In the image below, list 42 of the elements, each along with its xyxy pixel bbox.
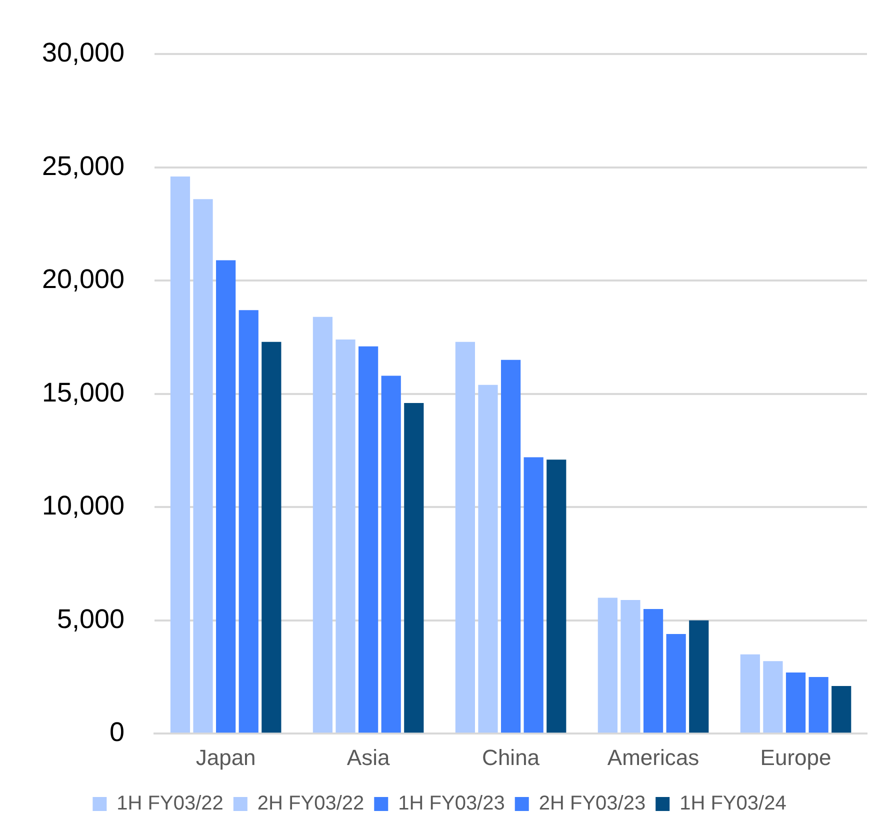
bar [455,342,475,733]
x-tick-label: Europe [760,744,832,770]
legend-label: 2H FY03/22 [257,792,364,815]
bar [312,316,333,733]
x-tick-label: Asia [346,744,390,770]
bar [216,260,236,733]
bar [404,402,424,733]
legend-label: 1H FY03/22 [116,792,224,815]
bar [832,686,852,733]
bar [262,342,282,733]
bar [500,360,521,733]
bar [193,199,213,733]
bar [763,661,783,733]
bar [170,176,190,733]
bar [666,634,686,733]
y-tick-label: 30,000 [42,38,125,68]
bar [620,600,640,733]
y-tick-label: 15,000 [42,377,125,408]
bar [238,310,258,733]
legend-label: 2H FY03/23 [538,792,646,815]
bar [336,340,356,733]
y-tick-label: 0 [110,717,125,748]
bar [598,598,618,733]
y-tick-label: 10,000 [42,490,125,521]
bar [740,654,760,733]
bar [643,609,664,733]
bar [478,384,498,733]
x-tick-label: Americas [607,744,700,770]
legend-label: 1H FY03/23 [398,792,505,815]
bar [808,676,828,733]
bar [381,376,401,733]
bar [524,457,544,733]
bar [786,672,806,733]
legend-label: 1H FY03/24 [680,792,786,815]
bar [689,620,709,733]
y-tick-label: 25,000 [42,150,125,181]
bar [358,346,378,733]
x-tick-label: China [482,744,540,770]
y-tick-label: 20,000 [42,264,125,294]
bar [546,460,566,733]
x-tick-label: Japan [196,744,256,770]
y-tick-label: 5,000 [57,604,125,634]
